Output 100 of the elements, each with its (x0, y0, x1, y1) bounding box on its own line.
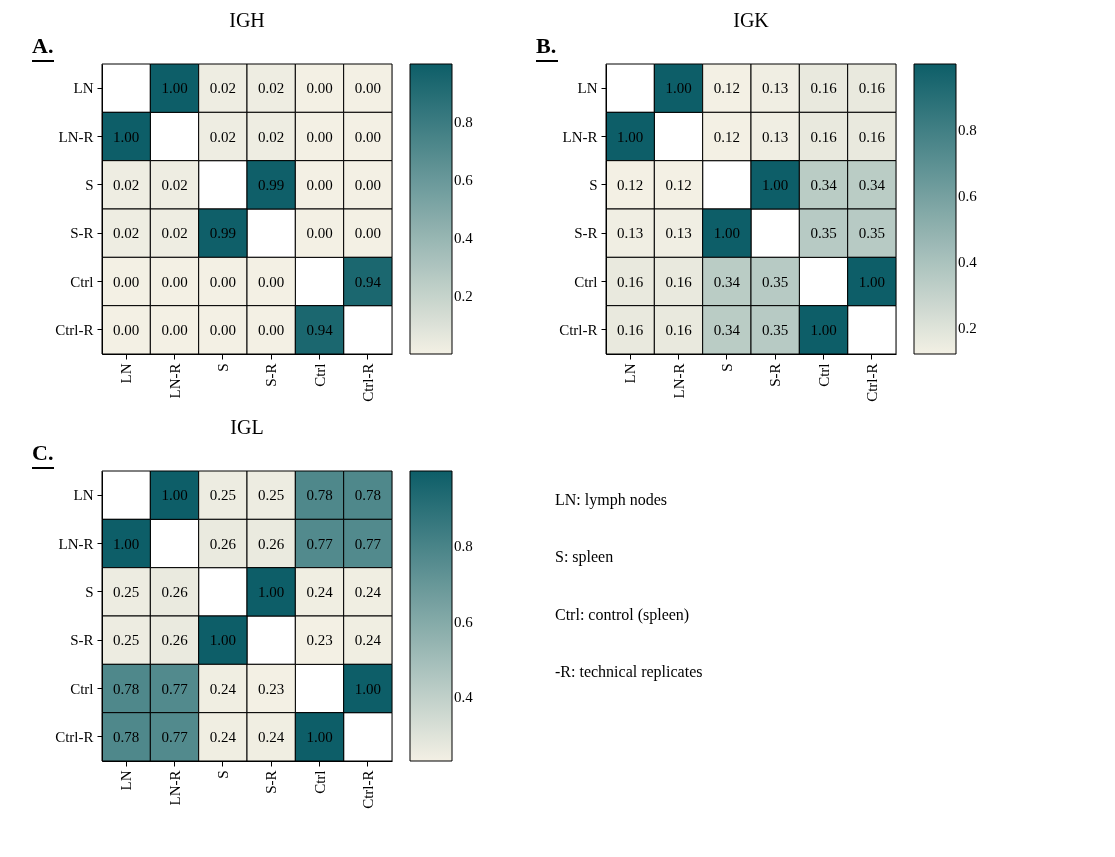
data-label: 0.13 (762, 128, 789, 145)
data-label: 1.00 (258, 583, 285, 600)
data-label: 1.00 (161, 487, 188, 504)
data-label: 0.34 (858, 176, 886, 193)
data-label: 0.25 (209, 487, 236, 504)
x-tick-label: S (718, 363, 735, 372)
x-tick-label: LN-R (670, 363, 687, 399)
data-label: 0.34 (810, 176, 838, 193)
chart-title: IGH (229, 9, 265, 31)
data-label: 0.16 (665, 321, 693, 338)
data-label: 0.12 (713, 80, 740, 97)
text: B. (536, 33, 557, 58)
data-label: 0.02 (113, 225, 140, 242)
data-label: 1.00 (762, 176, 789, 193)
data-label: 0.35 (762, 321, 789, 338)
data-label: 0.00 (161, 321, 188, 338)
data-label: 0.77 (161, 680, 189, 697)
data-label: 0.16 (858, 128, 886, 145)
text: S: spleen (555, 548, 614, 567)
data-label: 0.78 (113, 728, 140, 745)
data-label: 0.12 (713, 128, 740, 145)
color-bar-label: 0.8 (958, 121, 977, 138)
x-tick-label: LN-R (166, 363, 183, 399)
y-tick-label: LN (73, 80, 94, 97)
x-tick-label: Ctrl-R (359, 770, 376, 809)
data-label: 0.12 (665, 176, 692, 193)
data-label: 0.77 (354, 535, 382, 552)
data-label: 0.23 (306, 632, 333, 649)
color-bar-label: 0.8 (454, 114, 473, 130)
data-label: 0.77 (306, 535, 334, 552)
data-label: 0.25 (258, 487, 285, 504)
data-label: 0.13 (665, 225, 692, 242)
data-label: 0.00 (161, 273, 188, 290)
y-tick-label: Ctrl (574, 273, 598, 290)
x-tick-label: Ctrl-R (863, 363, 880, 402)
text: A. (32, 33, 54, 58)
text: C. (32, 440, 54, 465)
data-label: 0.26 (161, 583, 189, 600)
data-label: 0.34 (713, 273, 741, 290)
data-label: 0.35 (810, 225, 837, 242)
data-label: 0.13 (617, 225, 644, 242)
x-tick-label: Ctrl (815, 363, 832, 387)
data-label: 0.34 (713, 321, 741, 338)
data-label: 1.00 (665, 80, 692, 97)
color-bar-label: 0.4 (454, 688, 474, 705)
data-label: 0.26 (209, 535, 237, 552)
color-bar-label: 0.6 (958, 187, 978, 204)
data-label: 0.78 (306, 487, 333, 504)
data-label: 1.00 (209, 632, 236, 649)
text: LN: lymph nodes (555, 490, 667, 509)
data-label: 0.99 (258, 176, 285, 193)
data-label: 0.13 (762, 80, 789, 97)
data-label: 0.00 (113, 321, 140, 338)
y-tick-label: LN (73, 487, 94, 504)
y-tick-label: S-R (70, 225, 94, 242)
data-label: 0.16 (665, 273, 693, 290)
data-label: 0.99 (209, 225, 236, 242)
data-label: 0.02 (258, 80, 285, 97)
data-label: 0.26 (161, 632, 189, 649)
data-label: 1.00 (113, 535, 140, 552)
data-label: 0.24 (354, 632, 382, 649)
color-bar-label: 0.4 (958, 253, 978, 270)
x-tick-label: S (214, 363, 231, 372)
data-label: 0.24 (258, 728, 285, 745)
y-tick-label: S-R (574, 225, 598, 242)
data-label: 0.25 (113, 632, 140, 649)
data-label: 0.78 (113, 680, 140, 697)
data-label: 0.02 (209, 80, 236, 97)
data-label: 0.24 (306, 583, 334, 600)
color-bar-label: 0.8 (454, 538, 473, 555)
data-label: 0.12 (617, 176, 644, 193)
y-tick-label: Ctrl-R (559, 321, 598, 338)
y-tick-label: Ctrl (70, 680, 94, 697)
data-label: 0.00 (258, 321, 285, 338)
data-label: 0.94 (354, 273, 382, 290)
data-label: 0.23 (258, 680, 285, 697)
y-tick-label: Ctrl-R (55, 728, 94, 745)
x-tick-label: LN-R (166, 770, 183, 806)
data-label: 1.00 (354, 680, 381, 697)
data-label: 0.00 (306, 176, 333, 193)
data-label: 0.16 (810, 80, 838, 97)
data-label: 1.00 (713, 225, 740, 242)
data-label: 0.25 (113, 583, 140, 600)
chart-title: IGL (230, 416, 264, 438)
data-label: 0.02 (113, 176, 140, 193)
data-label: 0.00 (258, 273, 285, 290)
x-tick-label: S-R (767, 363, 784, 387)
data-label: 0.00 (354, 225, 381, 242)
y-tick-label: Ctrl-R (55, 321, 94, 338)
data-label: 0.02 (161, 176, 188, 193)
x-tick-label: LN (118, 363, 135, 384)
data-label: 0.02 (209, 128, 236, 145)
y-tick-label: Ctrl (70, 273, 94, 290)
data-label: 0.00 (354, 80, 381, 97)
data-label: 0.35 (858, 225, 885, 242)
y-tick-label: S (85, 176, 94, 193)
y-tick-label: LN (577, 80, 598, 97)
y-tick-label: S (85, 583, 94, 600)
data-label: 0.00 (209, 321, 236, 338)
data-label: 0.24 (354, 583, 382, 600)
